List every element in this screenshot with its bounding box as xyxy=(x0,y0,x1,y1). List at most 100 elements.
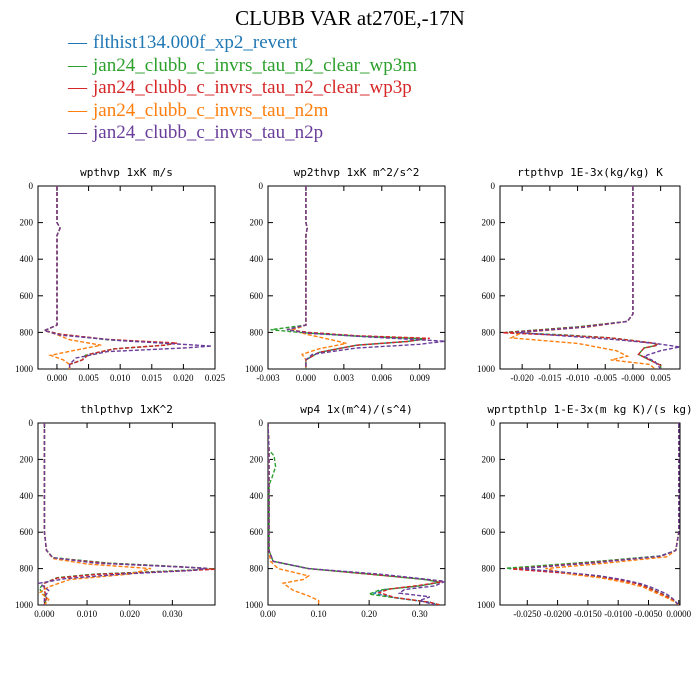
series-line xyxy=(512,423,680,605)
y-tick-label: 0 xyxy=(259,418,264,428)
x-tick-label: 0.000 xyxy=(47,373,68,383)
y-tick-label: 1000 xyxy=(245,364,264,374)
legend-item: — jan24_clubb_c_invrs_tau_n2p xyxy=(68,122,417,145)
x-tick-label: -0.010 xyxy=(566,373,590,383)
series-line xyxy=(521,423,680,605)
y-tick-label: 800 xyxy=(20,327,34,337)
panel: wp2thvp 1xK m^2/s^2 0 200 400 600 800 1000-0.0… xyxy=(245,166,446,383)
y-tick-label: 400 xyxy=(20,491,34,501)
x-tick-label: 0.015 xyxy=(142,373,163,383)
x-tick-label: 0.010 xyxy=(110,373,131,383)
y-tick-label: 600 xyxy=(20,291,34,301)
x-tick-label: -0.020 xyxy=(511,373,535,383)
x-tick-label: 0.000 xyxy=(34,609,55,619)
y-tick-label: 400 xyxy=(482,254,496,264)
y-tick-label: 400 xyxy=(20,254,34,264)
plot-frame xyxy=(37,422,216,606)
panel: wpthvp 1xK m/s 0 200 400 600 800 1000 0.000 0.00… xyxy=(15,166,226,383)
y-tick-label: 600 xyxy=(250,291,264,301)
panel: wprtpthlp 1-E-3x(m kg K)/(s kg) 0 200 400 60… xyxy=(477,403,693,619)
series-line xyxy=(38,423,207,605)
x-tick-label: 0.005 xyxy=(78,373,99,383)
legend-item: — jan24_clubb_c_invrs_tau_n2_clear_wp3p xyxy=(68,77,417,100)
x-tick-label: 0.005 xyxy=(650,373,671,383)
panel-title: wpthvp 1xK m/s xyxy=(80,166,173,179)
y-tick-label: 800 xyxy=(250,564,264,574)
x-tick-label: 0.009 xyxy=(410,373,431,383)
plot-frame xyxy=(499,422,681,606)
y-tick-label: 0 xyxy=(259,181,264,191)
series-line xyxy=(268,423,445,605)
series-line xyxy=(268,423,441,605)
series-line xyxy=(270,186,427,369)
x-tick-label: 0.20 xyxy=(361,609,377,619)
y-tick-label: 800 xyxy=(482,564,496,574)
x-tick-label: -0.005 xyxy=(594,373,618,383)
legend-swatch: — xyxy=(68,54,87,76)
y-tick-label: 800 xyxy=(20,564,34,574)
legend-swatch: — xyxy=(68,122,87,143)
x-tick-label: 0.030 xyxy=(162,609,183,619)
figure-title: CLUBB VAR at270E,-17N xyxy=(235,6,465,30)
series-line xyxy=(506,423,680,605)
y-tick-label: 1000 xyxy=(15,364,34,374)
plot-frame xyxy=(499,185,681,370)
x-tick-label: 0.0000 xyxy=(666,609,691,619)
series-line xyxy=(268,423,320,605)
y-tick-label: 600 xyxy=(250,527,264,537)
y-tick-label: 600 xyxy=(482,291,496,301)
y-tick-label: 200 xyxy=(20,218,34,228)
panel-title: rtpthvp 1E-3x(kg/kg) K xyxy=(517,166,663,179)
x-tick-label: -0.015 xyxy=(538,373,562,383)
x-tick-label: 0.010 xyxy=(77,609,98,619)
y-tick-label: 400 xyxy=(250,254,264,264)
y-tick-label: 0 xyxy=(491,418,496,428)
x-tick-label: -0.0050 xyxy=(635,609,663,619)
series-line xyxy=(42,186,212,369)
legend-label: jan24_clubb_c_invrs_tau_n2m xyxy=(93,99,329,121)
x-tick-label: 0.025 xyxy=(205,373,226,383)
plot-frame xyxy=(267,422,446,606)
y-tick-label: 0 xyxy=(29,181,34,191)
y-tick-label: 1000 xyxy=(15,600,34,610)
legend-label: jan24_clubb_c_invrs_tau_n2_clear_wp3p xyxy=(93,77,412,98)
legend-label: flthist134.000f_xp2_revert xyxy=(93,32,298,53)
y-tick-label: 200 xyxy=(250,454,264,464)
legend: — flthist134.000f_xp2_revert — jan24_clubb… xyxy=(68,32,417,145)
x-tick-label: -0.000 xyxy=(621,373,645,383)
legend-label: jan24_clubb_c_invrs_tau_n2_clear_wp3m xyxy=(93,54,417,76)
series-line xyxy=(291,186,347,369)
x-tick-label: 0.000 xyxy=(296,373,317,383)
legend-label: jan24_clubb_c_invrs_tau_n2p xyxy=(93,122,324,143)
y-tick-label: 1000 xyxy=(477,364,496,374)
legend-swatch: — xyxy=(68,32,87,53)
series-line xyxy=(42,186,178,369)
panel-title: wp4 1x(m^4)/(s^4) xyxy=(300,403,413,416)
y-tick-label: 400 xyxy=(250,491,264,501)
legend-swatch: — xyxy=(68,77,87,98)
x-tick-label: 0.003 xyxy=(334,373,355,383)
x-tick-label: 0.020 xyxy=(120,609,141,619)
x-tick-label: -0.0250 xyxy=(513,609,541,619)
series-line xyxy=(509,423,680,605)
panel-title: wprtpthlp 1-E-3x(m kg K)/(s kg) xyxy=(487,403,692,416)
legend-item: — jan24_clubb_c_invrs_tau_n2m xyxy=(68,100,417,123)
x-tick-label: 0.020 xyxy=(173,373,194,383)
series-line xyxy=(42,186,102,369)
y-tick-label: 0 xyxy=(491,181,496,191)
series-line xyxy=(268,423,441,605)
x-tick-label: 0.006 xyxy=(372,373,393,383)
panel: rtpthvp 1E-3x(kg/kg) K 0 200 400 600 800 1000 -… xyxy=(477,166,681,383)
y-tick-label: 800 xyxy=(482,327,496,337)
x-tick-label: 0.00 xyxy=(260,609,276,619)
legend-item: — flthist134.000f_xp2_revert xyxy=(68,32,417,55)
y-tick-label: 200 xyxy=(250,218,264,228)
y-tick-label: 1000 xyxy=(477,600,496,610)
x-tick-label: 0.30 xyxy=(412,609,428,619)
y-tick-label: 800 xyxy=(250,327,264,337)
plot-frame xyxy=(267,185,446,370)
y-tick-label: 600 xyxy=(20,527,34,537)
series-line xyxy=(38,423,215,605)
